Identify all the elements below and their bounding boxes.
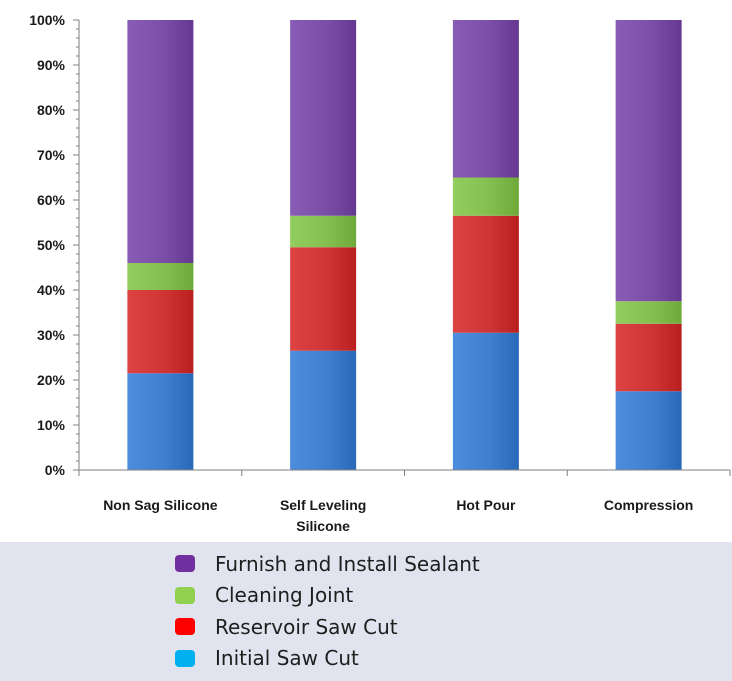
x-category-label: Self Leveling Silicone (280, 497, 366, 534)
y-tick-label: 70% (37, 147, 66, 163)
legend-label: Furnish and Install Sealant (215, 551, 480, 576)
bar-segment-hot-pour-initial-saw-cut (452, 332, 519, 470)
bar-segment-compression-initial-saw-cut (615, 391, 682, 470)
y-tick-label: 20% (37, 372, 66, 388)
legend-item: Reservoir Saw Cut (175, 611, 675, 643)
legend-item: Furnish and Install Sealant (175, 548, 675, 580)
legend-label: Reservoir Saw Cut (215, 614, 398, 639)
x-category-label: Non Sag Silicone (103, 497, 218, 513)
bar-segment-non-sag-silicone-reservoir-saw-cut (127, 290, 194, 374)
legend-item: Initial Saw Cut (175, 643, 675, 675)
legend-swatch (175, 649, 195, 667)
legend: Furnish and Install Sealant Cleaning Join… (175, 548, 675, 674)
bar-segment-self-leveling-silicone-initial-saw-cut (290, 350, 357, 470)
x-category-label: Hot Pour (456, 497, 516, 513)
bar-segment-compression-cleaning-joint (615, 301, 682, 324)
bar-segment-hot-pour-furnish-and-install-sealant (452, 20, 519, 178)
bar-segment-non-sag-silicone-furnish-and-install-sealant (127, 20, 194, 263)
bar-segment-non-sag-silicone-initial-saw-cut (127, 373, 194, 470)
y-tick-label: 90% (37, 57, 66, 73)
bar-segment-compression-reservoir-saw-cut (615, 323, 682, 392)
y-tick-label: 10% (37, 417, 66, 433)
category-labels: Non Sag Silicone Self Leveling Silicone Hot… (103, 497, 693, 534)
legend-swatch (175, 555, 195, 573)
y-tick-label: 100% (29, 12, 65, 28)
plot-panel: 0% 10% 20% 30% 40% 50% 60% 70% 80% 90% 100% Non Sa… (0, 0, 732, 542)
legend-label: Cleaning Joint (215, 583, 354, 608)
bar-segment-hot-pour-reservoir-saw-cut (452, 215, 519, 333)
bar-segment-self-leveling-silicone-cleaning-joint (290, 215, 357, 248)
legend-item: Cleaning Joint (175, 580, 675, 612)
y-tick-label: 80% (37, 102, 66, 118)
stacked-bar-chart: 0% 10% 20% 30% 40% 50% 60% 70% 80% 90% 100% Non Sa… (29, 12, 731, 534)
y-tick-label: 0% (45, 462, 66, 478)
legend-swatch (175, 618, 195, 636)
legend-label: Initial Saw Cut (215, 646, 359, 671)
y-tick-label: 50% (37, 237, 66, 253)
bar-segment-compression-furnish-and-install-sealant (615, 20, 682, 302)
bar-segment-non-sag-silicone-cleaning-joint (127, 263, 194, 290)
bar-segment-hot-pour-cleaning-joint (452, 177, 519, 216)
bar-segment-self-leveling-silicone-reservoir-saw-cut (290, 247, 357, 351)
bars-layer (127, 20, 682, 470)
x-category-label: Compression (604, 497, 693, 513)
y-tick-label: 60% (37, 192, 66, 208)
bar-segment-self-leveling-silicone-furnish-and-install-sealant (290, 20, 357, 216)
y-tick-label: 40% (37, 282, 66, 298)
legend-swatch (175, 586, 195, 604)
y-tick-labels: 0% 10% 20% 30% 40% 50% 60% 70% 80% 90% 100% (29, 12, 65, 478)
y-tick-label: 30% (37, 327, 66, 343)
axis-layer (73, 19, 731, 476)
